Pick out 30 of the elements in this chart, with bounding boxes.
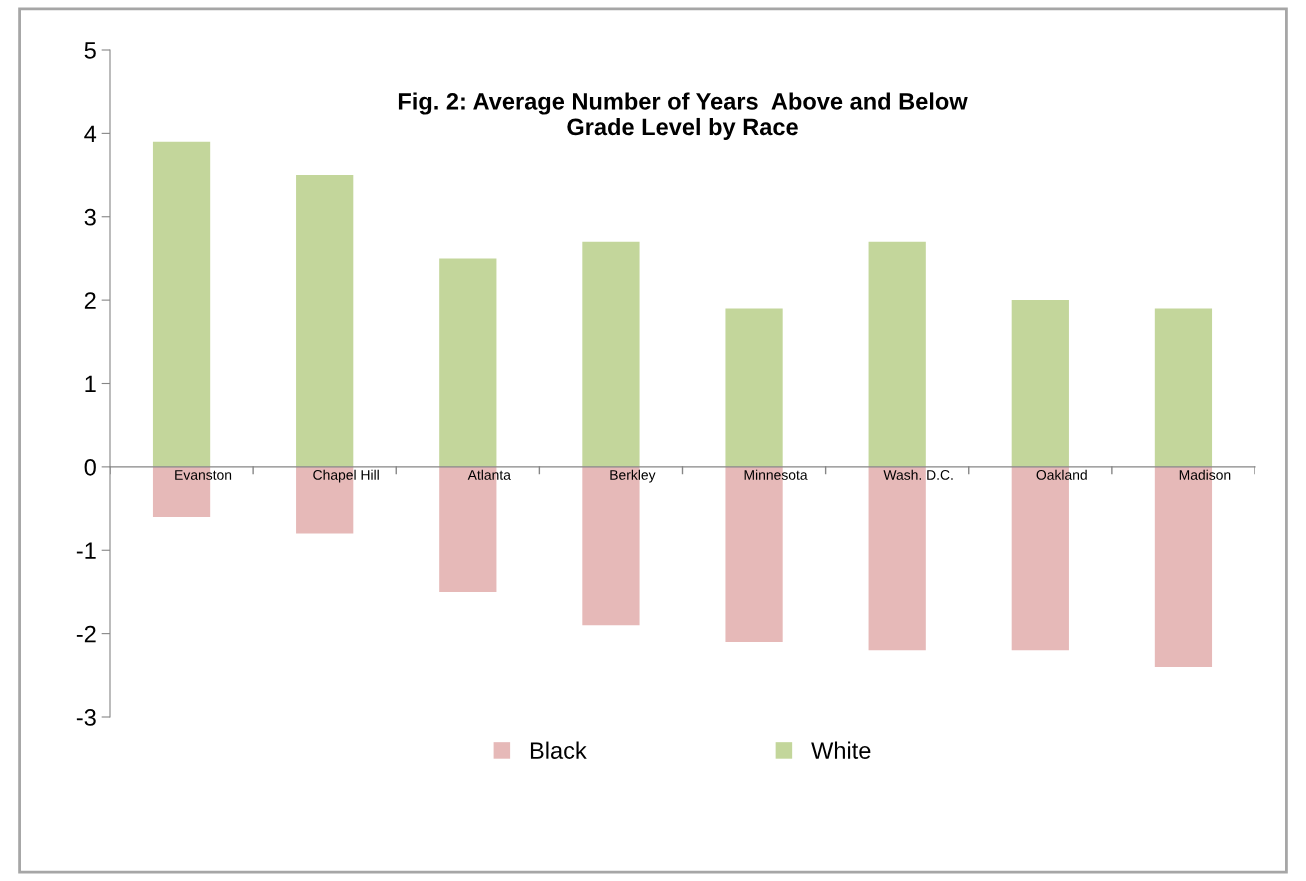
x-tick-label: Oakland <box>1036 469 1087 480</box>
x-tick-label: Wash. D.C. <box>883 469 953 480</box>
bar <box>868 241 926 467</box>
bar <box>296 175 354 467</box>
y-tick-label: -2 <box>76 625 96 643</box>
x-tick-label: Madison <box>1179 469 1231 480</box>
x-tick-label: Chapel Hill <box>313 469 379 483</box>
x-tick-label: Minnesota <box>744 469 808 480</box>
bar <box>439 258 497 467</box>
bar <box>1154 308 1213 467</box>
bar <box>296 466 354 534</box>
legend-label: White <box>811 741 871 759</box>
text: Fig. 2: Average Number of Years Above and Below Grade Level by Race <box>398 92 968 140</box>
y-tick-label: 4 <box>84 125 97 142</box>
y-tick-label: 3 <box>84 208 96 226</box>
bar <box>868 466 926 651</box>
y-tick-label: 1 <box>85 375 96 393</box>
bar <box>725 308 783 467</box>
y-tick-label: 0 <box>84 458 96 476</box>
x-tick-label: Evanston <box>175 470 232 480</box>
y-tick-label: 5 <box>84 42 96 59</box>
legend-label: Black <box>530 741 587 759</box>
x-tick-label: Atlanta <box>467 469 511 480</box>
x-tick-label: Berkley <box>610 469 656 483</box>
bar <box>582 241 640 467</box>
bar <box>1011 300 1069 467</box>
y-tick-label: -3 <box>76 709 96 726</box>
y-tick-label: 2 <box>84 292 96 309</box>
bar <box>152 141 211 467</box>
y-tick-label: -1 <box>76 542 96 559</box>
